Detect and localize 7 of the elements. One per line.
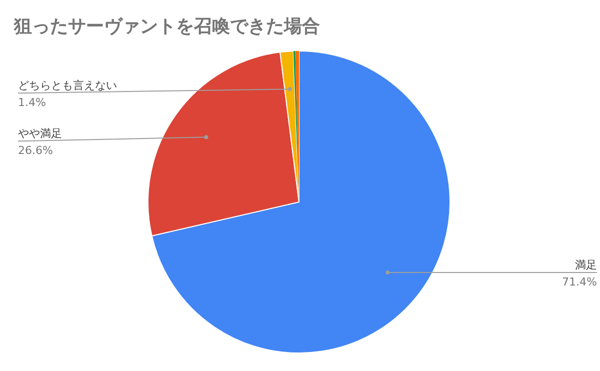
slice-label: やや満足 bbox=[18, 127, 62, 140]
data-label: 26.6% bbox=[18, 144, 53, 158]
slice-label: どちらとも言えない bbox=[18, 79, 117, 92]
slice-label: 満足 bbox=[575, 258, 597, 272]
data-label: 71.4% bbox=[562, 276, 597, 289]
data-label: 1.4% bbox=[18, 96, 46, 110]
chart-title: 狙ったサーヴァントを召喚できた場合 bbox=[13, 16, 320, 37]
